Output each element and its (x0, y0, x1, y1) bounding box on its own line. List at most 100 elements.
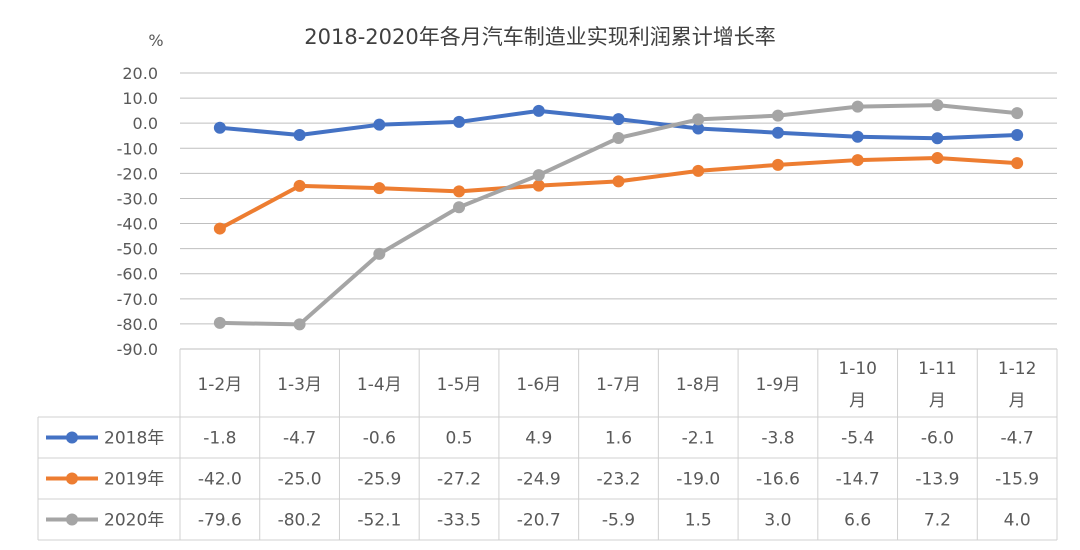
table-cell-value: -42.0 (198, 470, 242, 490)
data-point (692, 164, 705, 177)
data-point (213, 316, 226, 329)
data-point (1011, 128, 1024, 141)
series-line (217, 156, 1020, 231)
legend-marker (66, 513, 78, 526)
table-cell-value: -23.2 (597, 470, 641, 490)
data-point (851, 130, 864, 143)
data-point (453, 185, 466, 198)
table-cell-value: 4.9 (525, 429, 552, 449)
table-cell-value: -19.0 (676, 470, 720, 490)
table-cell-value: -2.1 (682, 429, 715, 449)
category-label-line: 月 (849, 391, 866, 411)
table-cell-value: -24.9 (517, 470, 561, 490)
table-cell-value: -79.6 (198, 511, 242, 531)
data-point (771, 158, 784, 171)
legend-marker (66, 472, 78, 485)
table-cell-value: -25.0 (278, 470, 322, 490)
y-tick-label: 0.0 (133, 114, 158, 133)
table-cell-value: -33.5 (437, 511, 481, 531)
table-cell-value: -13.9 (915, 470, 959, 490)
table-cell-value: 7.2 (924, 511, 951, 531)
data-point (612, 131, 625, 144)
data-point (931, 132, 944, 145)
category-label-line: 月 (1009, 391, 1026, 411)
legend-label: 2020年 (104, 511, 164, 531)
gridlines (180, 72, 1057, 350)
data-point (213, 121, 226, 134)
table-cell-value: -0.6 (363, 429, 396, 449)
y-tick-label: -60.0 (117, 265, 158, 284)
category-label: 1-5月 (437, 375, 482, 395)
y-tick-label: 10.0 (122, 89, 158, 108)
y-tick-label: -30.0 (117, 189, 158, 208)
data-point (692, 122, 705, 135)
y-tick-label: 20.0 (122, 64, 158, 83)
data-point (373, 182, 386, 195)
y-tick-label: -70.0 (117, 290, 158, 309)
data-point (692, 113, 705, 126)
category-label-line: 1-12 (998, 359, 1037, 379)
y-tick-label: -80.0 (117, 315, 158, 334)
category-label: 1-7月 (596, 375, 641, 395)
category-label-line: 月 (929, 391, 946, 411)
chart-title: 2018-2020年各月汽车制造业实现利润累计增长率 (304, 25, 775, 49)
table-cell-value: -5.9 (602, 511, 635, 531)
y-axis-unit: % (148, 31, 163, 50)
data-point (532, 104, 545, 117)
table-cell-value: 1.5 (685, 511, 712, 531)
category-label-line: 1-10 (838, 359, 877, 379)
data-table: 1-2月 1-3月 1-4月 1-5月 1-6月 1-7月 1-8月 1-9月1-10 月1-1… (37, 349, 1058, 541)
table-cell-value: -27.2 (437, 470, 481, 490)
category-label: 1-2月 (197, 375, 242, 395)
data-point (373, 118, 386, 131)
table-cell-value: -16.6 (756, 470, 800, 490)
table-cell-value: -1.8 (203, 429, 236, 449)
table-cell-value: -4.7 (283, 429, 316, 449)
table-cell-value: -20.7 (517, 511, 561, 531)
category-label: 1-11 月 (918, 359, 957, 411)
table-cell-value: 6.6 (844, 511, 871, 531)
legend-marker (66, 431, 78, 444)
table-cell-value: -14.7 (836, 470, 880, 490)
data-point (612, 175, 625, 188)
category-label: 1-4月 (357, 375, 402, 395)
data-point (771, 126, 784, 139)
category-label: 1-12 月 (998, 359, 1037, 411)
data-point (931, 152, 944, 165)
y-tick-label: -10.0 (117, 139, 158, 158)
table-cell-value: -80.2 (278, 511, 322, 531)
table-cell-value: 3.0 (764, 511, 791, 531)
y-tick-label: -50.0 (117, 240, 158, 259)
data-point (453, 201, 466, 214)
category-label: 1-3月 (277, 375, 322, 395)
table-cell-value: 1.6 (605, 429, 632, 449)
data-point (373, 247, 386, 260)
y-axis-ticks: 20.0 10.0 0.0 -10.0 -20.0 -30.0 -40.0 -50.0 -60.… (117, 64, 158, 359)
data-point (1011, 157, 1024, 170)
table-cell-value: 0.5 (446, 429, 473, 449)
series-lines (213, 99, 1024, 331)
table-cell-value: -15.9 (995, 470, 1039, 490)
legend-label: 2018年 (104, 429, 164, 449)
y-tick-label: -40.0 (117, 215, 158, 234)
data-point (453, 115, 466, 128)
data-point (213, 222, 226, 235)
category-label: 1-8月 (676, 375, 721, 395)
category-label-line: 1-11 (918, 359, 957, 379)
table-cell-value: -52.1 (357, 511, 401, 531)
legend-label: 2019年 (104, 470, 164, 490)
data-point (293, 128, 306, 141)
data-point (1011, 107, 1024, 120)
data-point (293, 318, 306, 331)
category-label: 1-10 月 (838, 359, 877, 411)
table-cell-value: -5.4 (841, 429, 874, 449)
data-point (532, 169, 545, 182)
y-tick-label: -90.0 (117, 340, 158, 359)
table-cell-value: 4.0 (1004, 511, 1031, 531)
data-point (931, 99, 944, 112)
y-tick-label: -20.0 (117, 164, 158, 183)
table-cell-value: -6.0 (921, 429, 954, 449)
data-point (851, 100, 864, 113)
data-point (612, 113, 625, 126)
